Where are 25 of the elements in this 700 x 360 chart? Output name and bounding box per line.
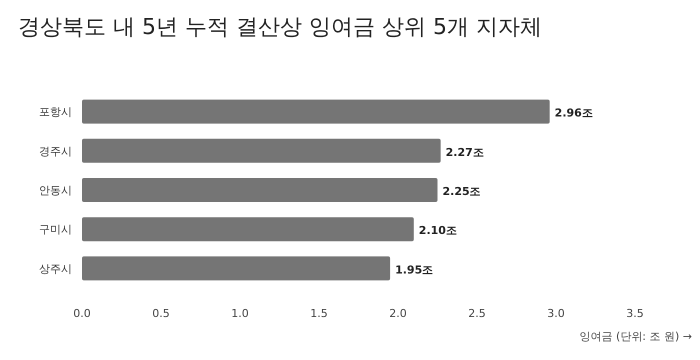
y-tick-label: 구미시 xyxy=(39,223,72,236)
x-axis-title: 잉여금 (단위: 조 원) → xyxy=(580,330,692,343)
chart-title: 경상북도 내 5년 누적 결산상 잉여금 상위 5개 지자체 xyxy=(18,15,542,40)
y-tick-label: 경주시 xyxy=(39,144,72,158)
data-label: 1.95조 xyxy=(395,263,434,276)
x-tick-label: 1.0 xyxy=(231,307,249,320)
y-tick-label: 포항시 xyxy=(39,106,72,119)
x-tick-label: 3.5 xyxy=(626,307,644,320)
y-tick-label: 상주시 xyxy=(39,262,72,276)
x-tick-label: 0.5 xyxy=(152,307,170,320)
bar xyxy=(82,256,390,280)
data-label: 2.27조 xyxy=(446,146,484,159)
data-label: 2.10조 xyxy=(418,224,457,238)
x-tick-label: 1.5 xyxy=(310,307,328,320)
bar xyxy=(82,217,414,242)
y-tick-label: 안동시 xyxy=(39,184,72,197)
bar xyxy=(82,100,550,124)
x-tick-label: 0.0 xyxy=(73,307,91,320)
x-tick-label: 2.0 xyxy=(389,307,407,320)
bar xyxy=(82,138,441,163)
data-label: 2.96조 xyxy=(554,106,593,120)
x-tick-label: 2.5 xyxy=(468,307,486,320)
x-tick-label: 3.0 xyxy=(547,307,565,320)
data-label: 2.25조 xyxy=(442,185,481,198)
bar xyxy=(82,178,438,202)
